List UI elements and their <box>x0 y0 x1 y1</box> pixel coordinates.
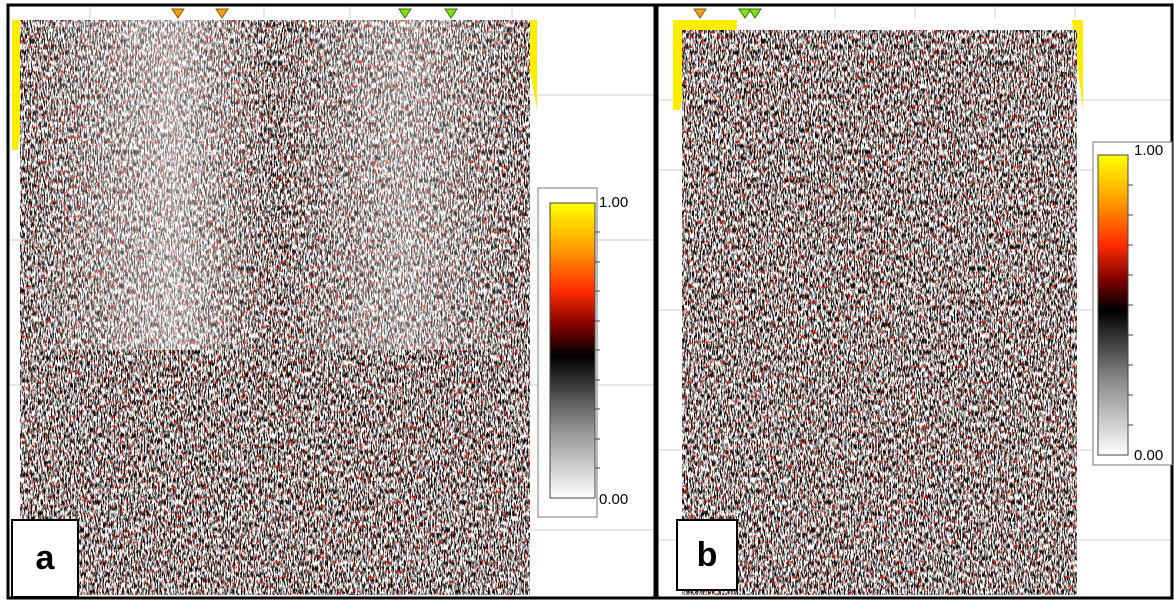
label-box <box>676 519 738 591</box>
colorbar-ticks <box>595 231 600 469</box>
panel-label: b <box>697 536 718 574</box>
panel-label: a <box>36 539 56 577</box>
well-markers <box>693 8 762 19</box>
colorbar <box>1097 154 1129 456</box>
label-box <box>11 519 79 598</box>
colorbar <box>549 202 596 499</box>
seismic-section <box>682 30 1077 595</box>
colorbar-min: 0.00 <box>599 491 628 508</box>
panel-b: 1.00 0.00 b <box>655 3 1174 600</box>
panel-a: 1.00 0.00 a <box>6 3 657 600</box>
colorbar-max: 1.00 <box>599 194 628 211</box>
seismic-highlight <box>20 20 530 350</box>
colorbar-min: 0.00 <box>1134 447 1163 464</box>
well-markers <box>171 8 458 19</box>
colorbar-ticks <box>1128 184 1133 426</box>
mute-zone <box>518 20 537 110</box>
colorbar-max: 1.00 <box>1134 142 1163 159</box>
